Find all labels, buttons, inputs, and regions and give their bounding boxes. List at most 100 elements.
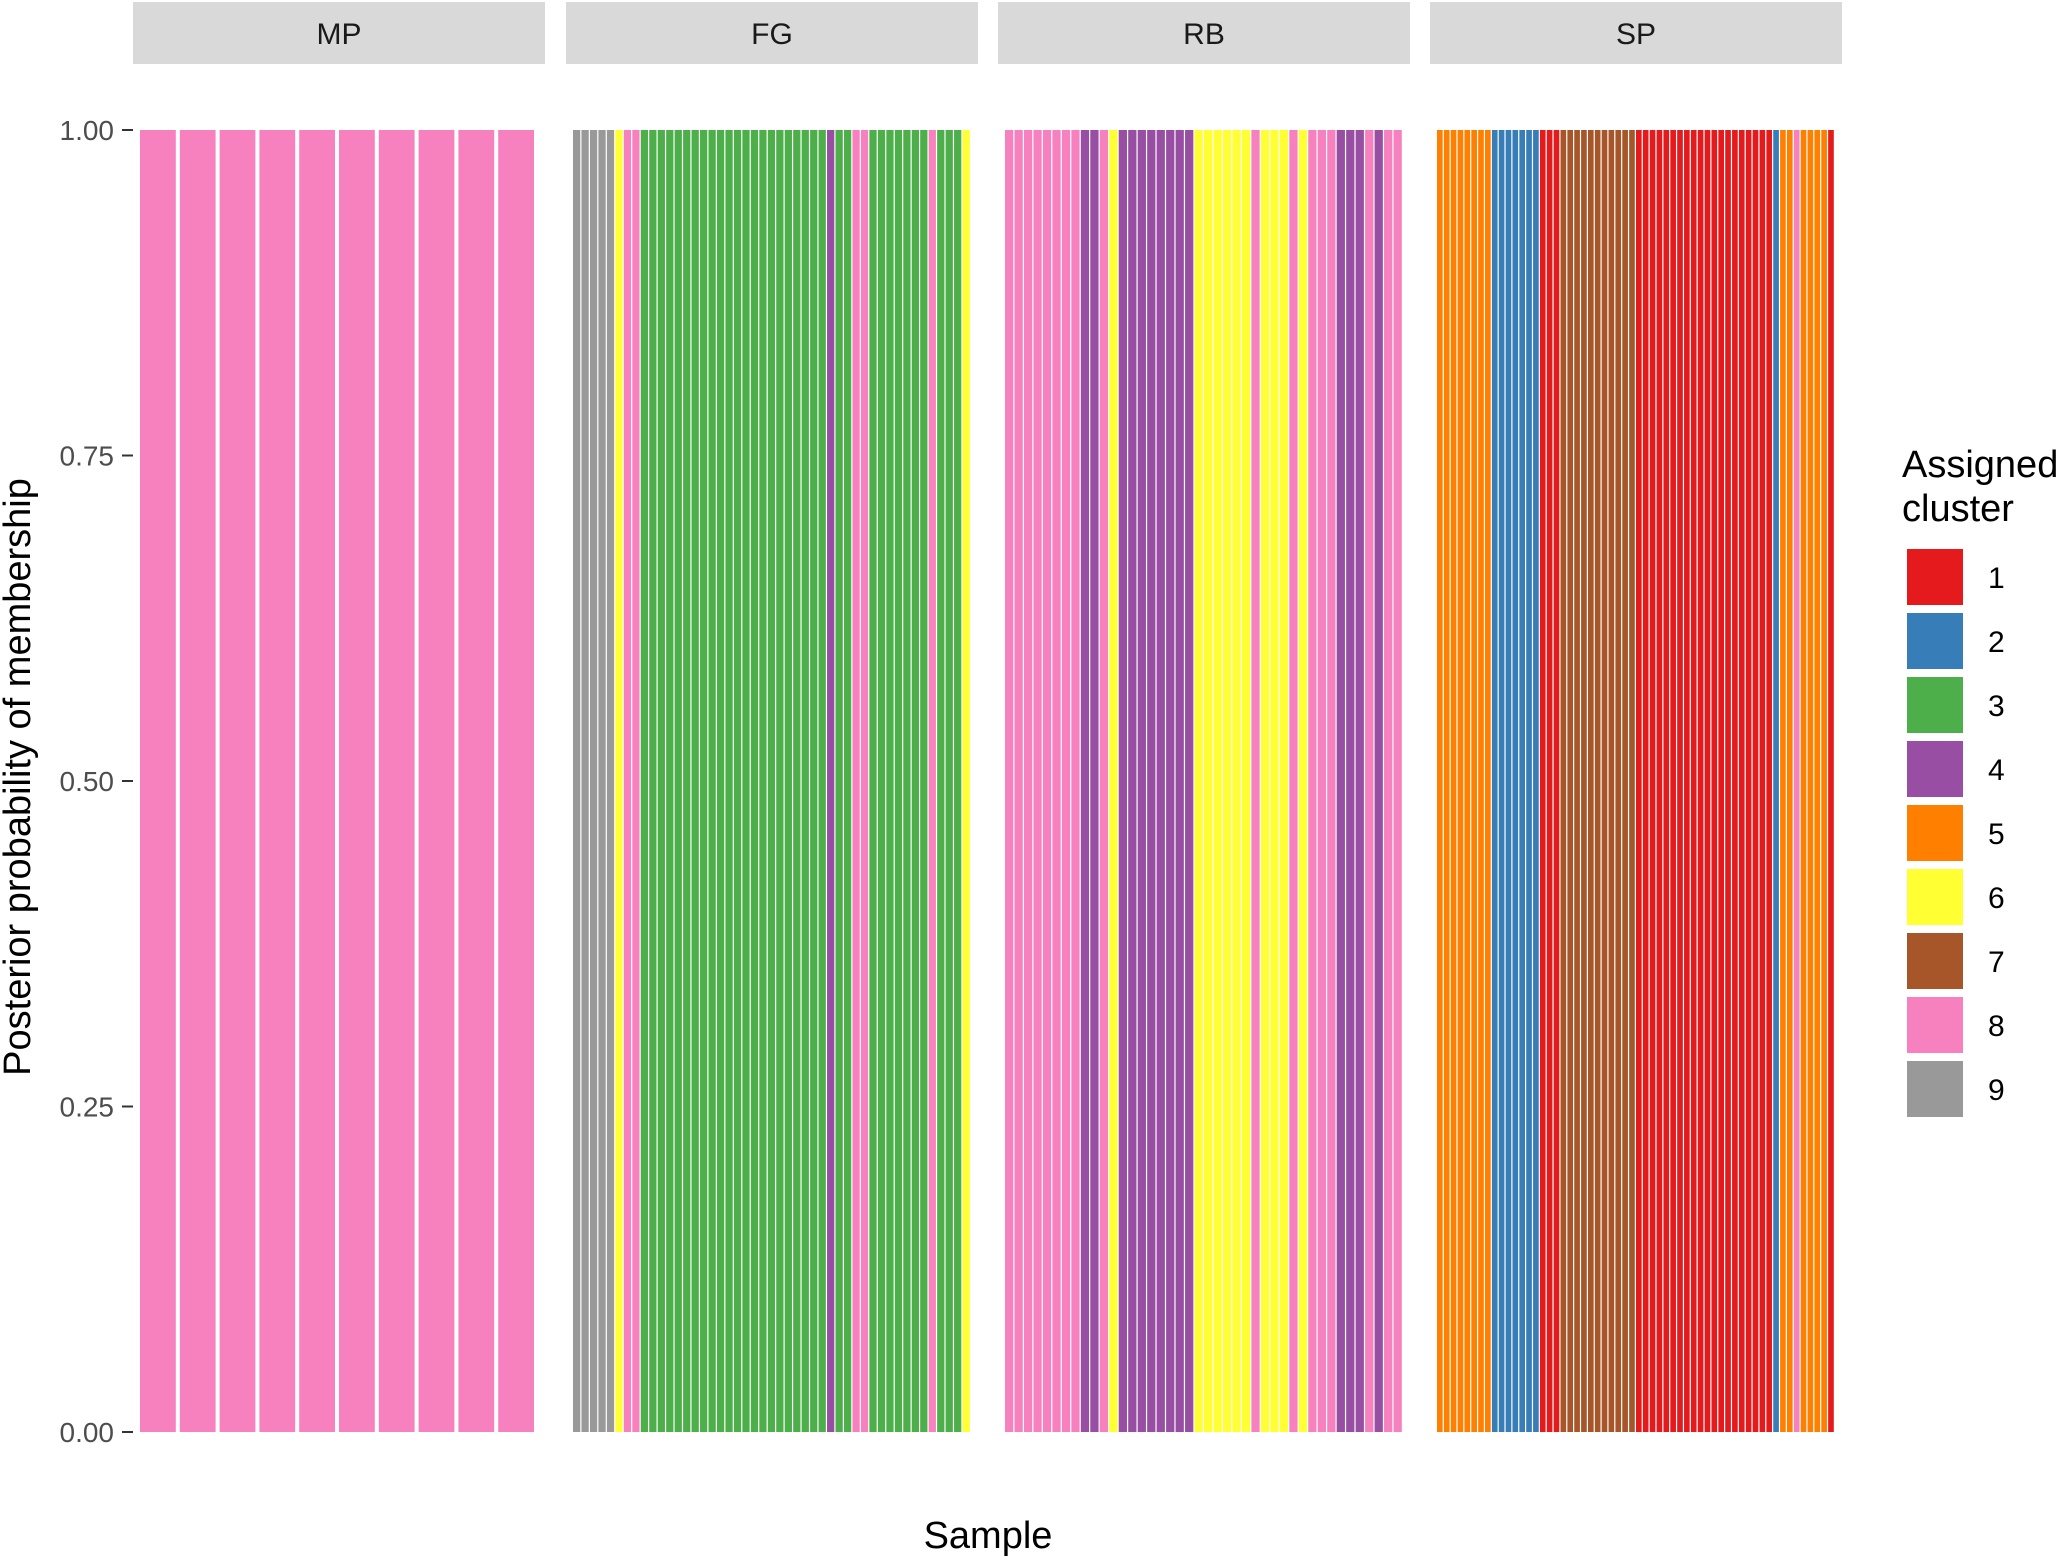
- bar-sample-sp-4: [1457, 130, 1464, 1432]
- bar-sample-sp-54: [1800, 130, 1807, 1432]
- bar-sample-sp-56: [1814, 130, 1821, 1432]
- bar-sample-sp-52: [1786, 130, 1793, 1432]
- bar-sample-fg-11: [657, 130, 665, 1432]
- legend-key-6: [1905, 867, 1965, 927]
- bar-sample-rb-2: [1014, 130, 1023, 1432]
- legend-key-5: [1905, 803, 1965, 863]
- x-axis-title: Sample: [924, 1515, 1053, 1557]
- bar-sample-sp-42: [1718, 130, 1724, 1432]
- y-tick-label: 0.00: [60, 1417, 115, 1448]
- bar-sample-rb-15: [1137, 130, 1146, 1432]
- bar-sample-fg-43: [928, 130, 936, 1432]
- legend-key-9: [1905, 1059, 1965, 1119]
- bar-sample-mp-10: [498, 130, 534, 1432]
- legend-label-3: 3: [1988, 690, 2005, 723]
- bar-sample-fg-6: [615, 130, 623, 1432]
- facet-panels: MP FG RB SP: [133, 2, 1842, 1432]
- y-tick-label: 0.50: [60, 766, 115, 797]
- bar-sample-sp-18: [1553, 130, 1560, 1432]
- bar-sample-sp-51: [1780, 130, 1786, 1432]
- bar-sample-fg-1: [573, 130, 581, 1432]
- bar-sample-sp-34: [1663, 130, 1670, 1432]
- bar-sample-sp-5: [1464, 130, 1471, 1432]
- bar-sample-sp-37: [1684, 130, 1690, 1432]
- bar-sample-rb-29: [1270, 130, 1279, 1432]
- bar-sample-fg-25: [776, 130, 784, 1432]
- facet-label: FG: [751, 18, 793, 51]
- y-axis: 0.00 0.25 0.50 0.75 1.00: [60, 115, 133, 1448]
- bar-sample-sp-25: [1601, 130, 1608, 1432]
- bar-sample-sp-28: [1622, 130, 1628, 1432]
- bar-sample-fg-36: [869, 130, 877, 1432]
- bar-sample-sp-58: [1828, 130, 1834, 1432]
- legend-label-5: 5: [1988, 818, 2005, 851]
- bar-sample-sp-41: [1711, 130, 1718, 1432]
- facet-mp: MP: [133, 2, 545, 1432]
- bar-sample-mp-7: [378, 130, 415, 1432]
- bar-sample-sp-23: [1587, 130, 1594, 1432]
- bar-sample-rb-26: [1241, 130, 1251, 1432]
- bar-sample-rb-8: [1071, 130, 1080, 1432]
- bar-sample-mp-9: [458, 130, 495, 1432]
- bar-sample-fg-23: [759, 130, 767, 1432]
- bar-sample-mp-8: [418, 130, 455, 1432]
- bar-sample-rb-33: [1308, 130, 1317, 1432]
- bar-sample-rb-27: [1251, 130, 1260, 1432]
- bar-sample-fg-34: [852, 130, 860, 1432]
- bar-sample-fg-45: [945, 130, 953, 1432]
- bar-sample-fg-12: [666, 130, 674, 1432]
- bar-sample-sp-17: [1546, 130, 1553, 1432]
- legend-label-6: 6: [1988, 882, 2005, 915]
- bar-sample-sp-8: [1485, 130, 1491, 1432]
- bar-sample-sp-22: [1581, 130, 1587, 1432]
- bar-sample-fg-3: [589, 130, 598, 1432]
- bar-sample-rb-12: [1109, 130, 1118, 1432]
- bar-sample-mp-1: [140, 130, 176, 1432]
- bar-sample-mp-5: [299, 130, 335, 1432]
- bar-sample-sp-7: [1478, 130, 1484, 1432]
- bar-sample-sp-49: [1766, 130, 1773, 1432]
- bar-sample-sp-48: [1759, 130, 1766, 1432]
- bar-sample-sp-20: [1567, 130, 1574, 1432]
- bar-sample-sp-32: [1649, 130, 1656, 1432]
- bar-sample-sp-21: [1574, 130, 1580, 1432]
- bar-sample-rb-42: [1393, 130, 1402, 1432]
- y-tick-label: 0.75: [60, 441, 115, 472]
- legend-label-4: 4: [1988, 754, 2005, 787]
- bar-sample-fg-16: [700, 130, 708, 1432]
- bar-sample-rb-34: [1317, 130, 1326, 1432]
- bar-sample-fg-21: [742, 130, 750, 1432]
- bar-sample-sp-11: [1505, 130, 1512, 1432]
- bar-sample-fg-19: [725, 130, 733, 1432]
- legend-key-7: [1905, 931, 1965, 991]
- bar-sample-fg-44: [937, 130, 945, 1432]
- bar-sample-rb-1: [1005, 130, 1014, 1432]
- legend-key-2: [1905, 611, 1965, 671]
- y-tick-label: 1.00: [60, 115, 115, 146]
- bar-sample-rb-11: [1099, 130, 1109, 1432]
- bar-sample-sp-46: [1745, 130, 1752, 1432]
- legend-label-1: 1: [1988, 562, 2005, 595]
- bar-sample-fg-47: [962, 130, 970, 1432]
- bar-sample-fg-15: [691, 130, 699, 1432]
- bar-sample-fg-40: [903, 130, 911, 1432]
- bar-sample-fg-7: [623, 130, 632, 1432]
- bar-sample-mp-3: [219, 130, 256, 1432]
- facet-strip: [133, 2, 545, 64]
- bar-sample-sp-57: [1821, 130, 1827, 1432]
- bar-sample-sp-38: [1690, 130, 1697, 1432]
- bar-sample-rb-10: [1090, 130, 1099, 1432]
- bar-sample-sp-36: [1677, 130, 1683, 1432]
- bar-sample-rb-25: [1232, 130, 1241, 1432]
- legend-label-7: 7: [1988, 946, 2005, 979]
- bar-sample-rb-38: [1355, 130, 1364, 1432]
- facet-strip: [1430, 2, 1842, 64]
- bar-sample-rb-41: [1384, 130, 1393, 1432]
- bar-sample-fg-14: [683, 130, 691, 1432]
- bar-sample-rb-20: [1185, 130, 1194, 1432]
- bar-sample-rb-30: [1279, 130, 1289, 1432]
- facet-rb: RB: [998, 2, 1410, 1432]
- bar-sample-sp-3: [1450, 130, 1457, 1432]
- bar-sample-sp-50: [1773, 130, 1779, 1432]
